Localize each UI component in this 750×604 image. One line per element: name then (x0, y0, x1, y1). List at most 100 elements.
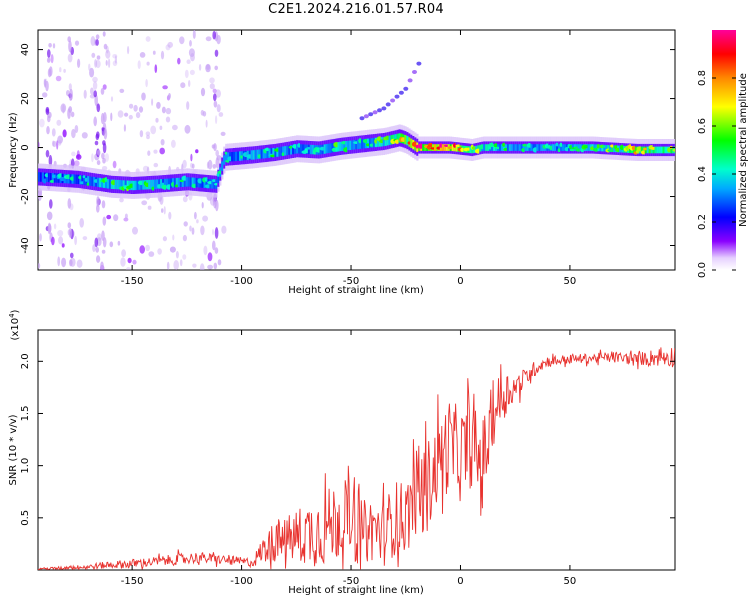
branch-blob (403, 86, 409, 91)
ridge-core (555, 142, 559, 147)
x-tick-label: -150 (121, 576, 144, 587)
ridge-mid (268, 148, 271, 158)
spectrogram-speckle (105, 49, 111, 59)
colorbar-ticks: 0.0 0.2 0.4 0.6 0.8 (697, 70, 736, 278)
ridge-mid (296, 144, 299, 154)
spectrogram-speckle (109, 241, 114, 248)
spectrogram-speckle (119, 197, 124, 203)
spectrogram-speckle (200, 87, 206, 97)
ridge-mid (512, 144, 515, 151)
x-tick-label: -50 (343, 276, 359, 287)
ridge-mid (603, 144, 606, 152)
spectrogram-speckle (216, 104, 221, 113)
spectrogram-speckle (124, 112, 129, 117)
branch-blob (390, 98, 396, 103)
branch-blob (394, 94, 400, 99)
spectrogram-streak (95, 34, 100, 40)
ridge-mid (564, 144, 567, 151)
ridge-mid (365, 138, 368, 149)
spectrogram-speckle (123, 124, 126, 132)
ridge-mid (81, 175, 84, 185)
spectrogram-speckle (217, 259, 222, 266)
snr-panel: -150 -100 -50 0 50 0.5 1.0 1.5 2.0 Height of str… (8, 309, 676, 596)
spectrogram-speckle (179, 36, 185, 45)
ridge-mid (154, 179, 157, 189)
snr-line (38, 347, 675, 570)
ridge-mid (526, 144, 529, 151)
snr-ylabel: SNR (10 * v/v) (8, 414, 19, 485)
spectrogram-speckle (38, 263, 41, 269)
ridge-mid (43, 172, 47, 182)
y-tick-label: 0.5 (20, 510, 31, 526)
spectrogram-speckle (179, 259, 183, 267)
spectrogram-speckle (110, 96, 114, 102)
spectrogram-speckle (62, 104, 65, 114)
ridge-core (358, 138, 362, 144)
ridge-core (374, 139, 378, 144)
ridge-mid (122, 180, 125, 190)
ridge-mid (87, 176, 90, 186)
ridge-mid (355, 139, 358, 150)
ridge-mid (406, 135, 409, 146)
ridge-mid (300, 144, 303, 154)
ridge-mid (469, 146, 472, 154)
spectrogram-speckle (112, 54, 118, 59)
spectrogram-speckle (205, 119, 208, 128)
ridge-mid (522, 144, 525, 151)
ridge-mid (290, 145, 293, 155)
spectrogram-speckle (77, 58, 81, 68)
ridge-mid (323, 144, 326, 154)
ridge-mid (276, 147, 279, 157)
y-tick-label: 40 (20, 43, 31, 56)
branch-blob (385, 102, 391, 107)
spectrogram-streak (46, 57, 51, 63)
ridge-mid (349, 140, 352, 150)
spectrogram-speckle (46, 211, 53, 221)
spectrogram-speckle (186, 59, 191, 64)
branch-blob (368, 112, 374, 117)
spectrogram-streak (70, 111, 75, 118)
spectrogram-speckle (169, 246, 176, 253)
spectrogram-speckle (57, 135, 63, 144)
ridge-mid (181, 177, 184, 187)
spectrogram-speckle (75, 154, 82, 160)
spectrogram-speckle (171, 139, 176, 148)
ridge-mid (114, 179, 117, 190)
spectrogram-speckle (162, 236, 167, 242)
ridge-mid (256, 149, 259, 160)
spectrogram-speckle (51, 236, 55, 246)
colorbar-tick-label: 0.2 (697, 214, 708, 230)
spectrogram-speckle (91, 52, 96, 58)
ridge-mid (47, 172, 51, 183)
ridge-mid (404, 135, 407, 145)
ridge-mid (156, 179, 159, 189)
ridge-mid (325, 144, 328, 154)
spectrogram-streak (47, 49, 51, 58)
ridge-mid (41, 172, 45, 182)
ridge-mid (40, 172, 43, 182)
ridge-mid (258, 149, 261, 159)
spectrogram-speckle (202, 111, 207, 117)
spectrogram-speckle (159, 125, 163, 130)
ridge-mid (138, 180, 141, 190)
ridge-mid (217, 173, 220, 183)
branch-blob (407, 78, 413, 83)
spectrogram-speckle (57, 230, 64, 237)
spectrogram-speckle (139, 245, 145, 254)
spectrogram-streak (103, 128, 108, 140)
spectrogram-speckle (148, 251, 155, 257)
spectrogram-speckle (83, 89, 87, 99)
branch-blob (359, 116, 365, 121)
ridge-core (596, 144, 601, 149)
spectrogram-speckle (63, 68, 66, 73)
spectrogram-speckle (186, 101, 190, 110)
ridge-mid (333, 142, 336, 153)
colorbar-tick-label: 0.6 (697, 118, 708, 134)
ridge-core (502, 142, 506, 147)
spectrogram-speckle (172, 234, 175, 241)
colorbar-tick-label: 0.0 (697, 262, 708, 278)
ridge-mid (264, 148, 267, 159)
colorbar-tick-label: 0.8 (697, 70, 708, 86)
branch-blob (398, 90, 404, 95)
spectrogram-streak (68, 40, 72, 53)
